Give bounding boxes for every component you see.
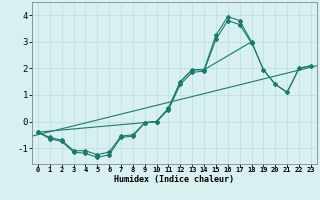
X-axis label: Humidex (Indice chaleur): Humidex (Indice chaleur): [115, 175, 234, 184]
